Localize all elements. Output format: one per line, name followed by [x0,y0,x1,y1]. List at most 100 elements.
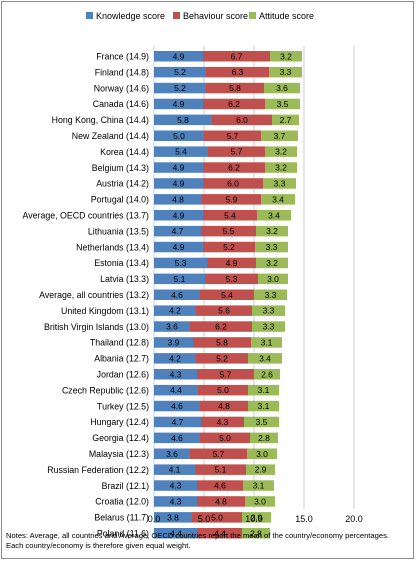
category-label: Average, OECD countries (13.7) [23,211,150,221]
data-label: 4.9 [173,51,185,61]
bar-segment [195,464,246,475]
data-label: 3.3 [263,306,275,316]
bar-segment [203,162,265,173]
category-label: Georgia (12.4) [92,433,149,443]
data-label: 3.0 [256,449,268,459]
bar-segment [154,241,203,253]
bar-segment [154,448,190,459]
data-label: 5.0 [217,385,229,395]
bar-segment [205,273,258,285]
data-label: 5.9 [226,194,238,204]
data-label: 5.0 [219,433,231,443]
data-label: 5.5 [223,226,235,236]
category-labels: France (14.9) Finland (14.8) Norway (14.6)… [23,52,150,539]
bar-segment [242,528,270,539]
x-axis: 0.0 5.0 10.0 15.0 20.0 [148,514,363,524]
category-label: Canada (14.6) [93,99,149,109]
bar-segment [196,353,248,364]
category-label: British Virgin Islands (13.0) [44,322,149,332]
data-label: 4.4 [214,528,226,538]
category-label: Average, all countries (13.2) [39,290,149,300]
bar-segment [154,225,201,237]
data-label: 4.2 [169,306,181,316]
data-label: 4.1 [169,465,181,475]
bar-segment [154,146,208,157]
bar-segment [252,321,285,332]
data-label: 4.3 [170,497,182,507]
data-label: 2.8 [250,528,262,538]
bar-segment [197,480,243,491]
data-label: 3.9 [168,338,180,348]
legend-label: Behaviour score [183,11,248,21]
data-label: 4.9 [173,163,185,173]
category-label: Estonia (13.4) [94,258,149,268]
category-label: Portugal (14.0) [91,195,149,205]
bar-segment [206,66,269,78]
category-label: Czech Republic (12.6) [62,385,149,395]
data-label: 3.1 [258,401,270,411]
category-label: Lithuania (13.5) [88,226,149,236]
data-label: 3.2 [266,226,278,236]
data-label: 5.8 [216,338,228,348]
bar-segment [193,337,251,348]
category-label: Malaysia (12.3) [89,449,149,459]
bar-segment [190,448,247,459]
data-label: 4.7 [172,417,184,427]
bar-segment [263,178,296,189]
data-label: 3.3 [263,322,275,332]
data-label: 3.2 [275,147,287,157]
data-label: 3.1 [261,338,273,348]
data-label: 3.3 [266,242,278,252]
category-label: United Kingdom (13.1) [61,306,149,316]
data-label: 4.8 [172,194,184,204]
bar-segment [256,225,288,237]
data-label: 3.3 [280,67,292,77]
data-label: 2.8 [258,433,270,443]
bars: 4.9 6.7 3.2 5.2 6.3 3.3 5.2 5.8 3.6 4.9 6.2 3.5 5.8 6… [154,51,302,539]
data-label: 2.7 [280,115,292,125]
bar-segment [256,257,288,269]
data-label: 3.5 [277,99,289,109]
data-label: 2.9 [251,512,263,522]
data-label: 3.2 [266,258,278,268]
data-label: 5.1 [174,274,186,284]
bar-segment [242,512,271,523]
bar-segment [254,369,280,380]
notes-line-1: Notes: Average, all countries and Averag… [6,531,389,540]
data-label: 3.4 [259,353,271,363]
bar-segment [154,51,203,62]
data-label: 5.7 [231,147,243,157]
bar-segment [251,337,282,348]
bar-segment [265,162,297,173]
x-tick-label: 15.0 [295,514,313,524]
bar-segment [261,130,298,141]
bar-segment [248,353,282,364]
bar-segment [201,416,244,428]
data-label: 3.6 [166,449,178,459]
bar-segment [248,384,279,396]
category-label: Russian Federation (12.2) [47,465,149,475]
bar-segment [154,114,212,126]
category-label: Belarus (11.7) [94,513,149,523]
bar-segment [154,210,203,221]
bar-segment [258,273,288,285]
bar-segment [154,130,204,141]
data-label: 5.2 [174,67,186,77]
data-label: 4.6 [171,401,183,411]
x-tick-label: 5.0 [198,514,211,524]
category-label: Korea (14.4) [100,147,149,157]
bar-segment [207,257,256,269]
notes: Notes: Average, all countries and Averag… [6,531,410,551]
data-label: 6.2 [228,163,240,173]
bar-segment [202,194,261,205]
bar-segment [203,98,265,110]
legend-swatch [173,12,180,19]
data-label: 4.3 [170,481,182,491]
bar-segment [250,432,278,444]
data-label: 5.2 [174,83,186,93]
bar-segment [154,289,200,300]
data-label: 4.6 [171,290,183,300]
data-label: 5.8 [177,115,189,125]
data-label: 3.2 [275,163,287,173]
